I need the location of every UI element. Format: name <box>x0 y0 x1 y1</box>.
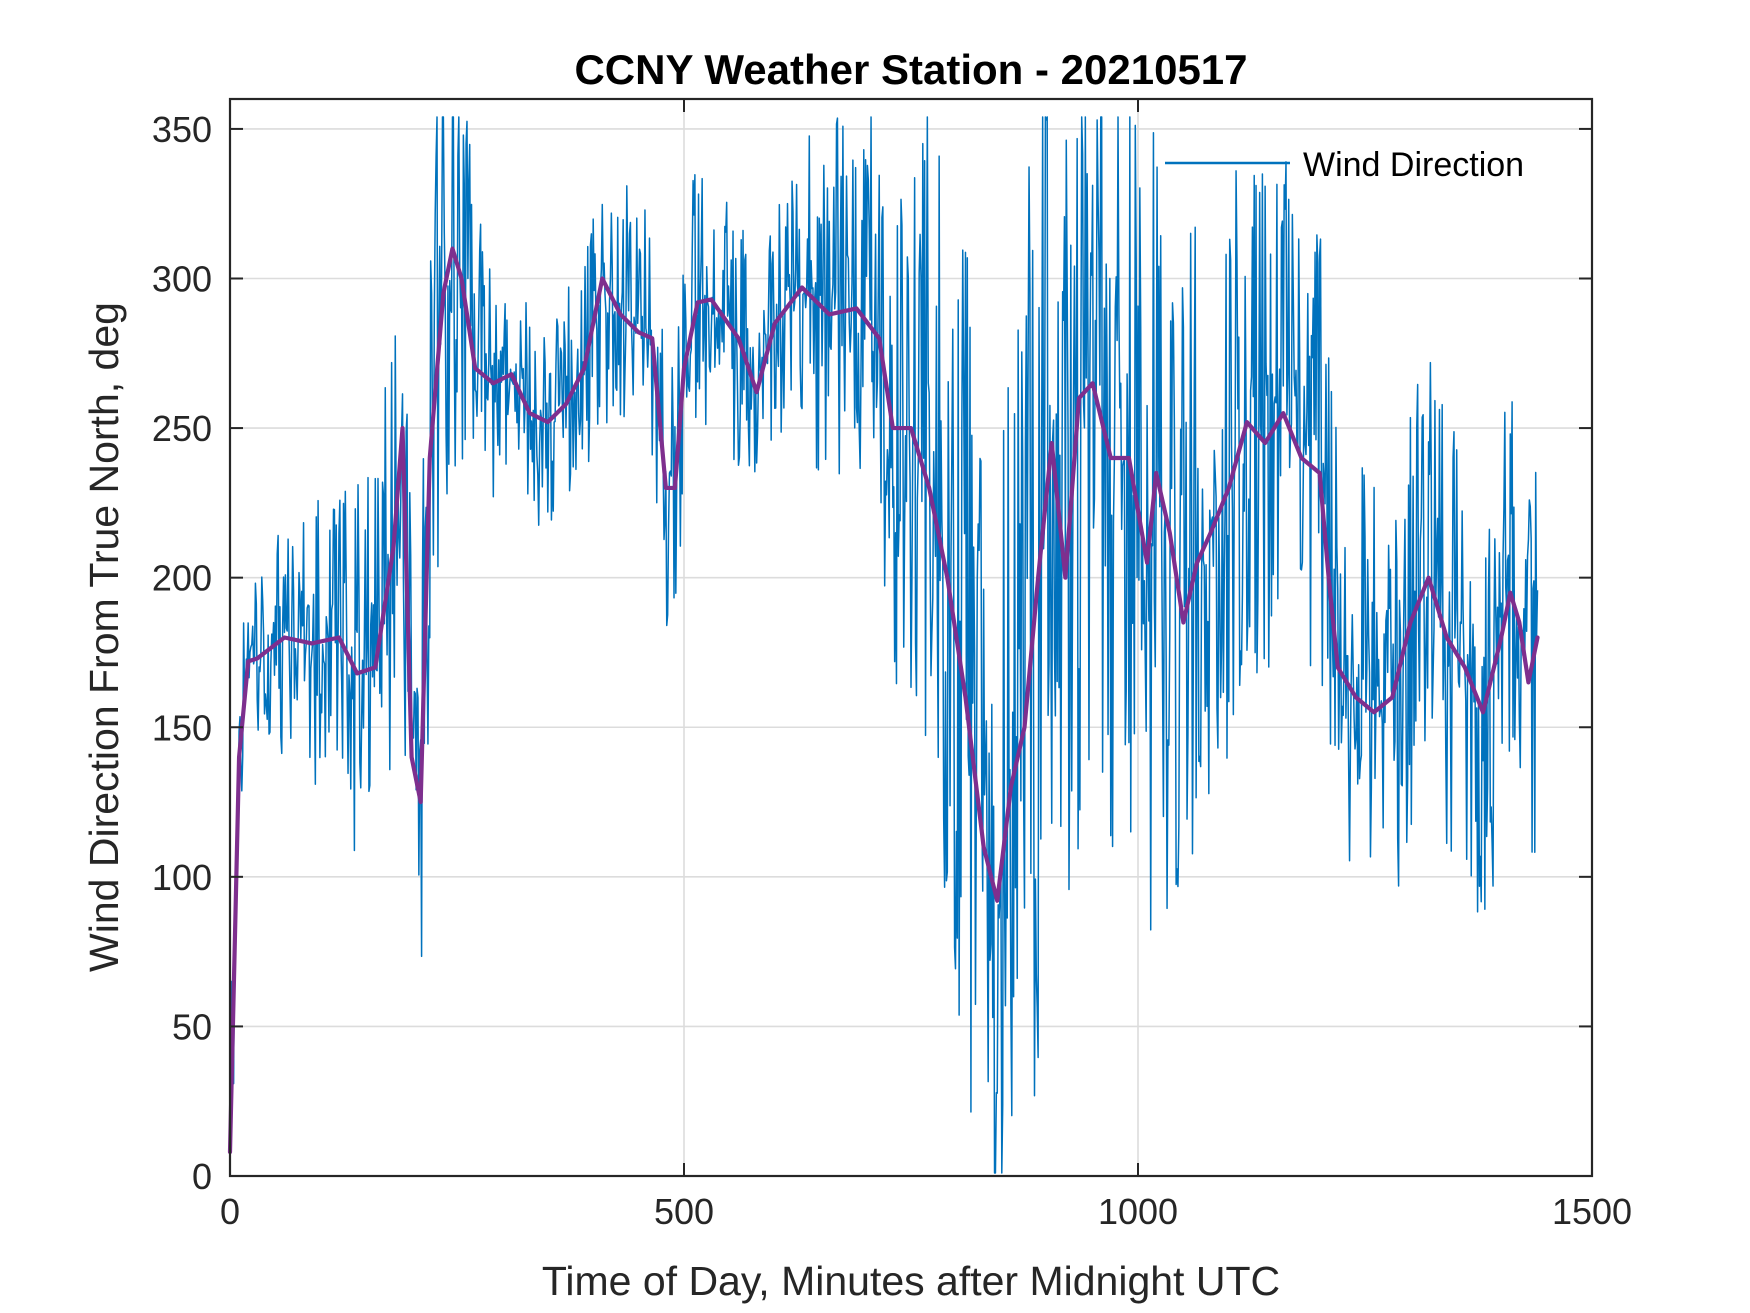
x-tick-label: 0 <box>220 1191 240 1232</box>
y-tick-label: 200 <box>152 558 212 599</box>
x-tick-labels: 0 500 1000 1500 <box>220 1191 1632 1232</box>
plot-box <box>228 97 1594 1178</box>
y-tick-label: 100 <box>152 857 212 898</box>
y-tick-label: 150 <box>152 707 212 748</box>
smoothed-wind-direction-series <box>227 246 1540 1155</box>
x-axis-label: Time of Day, Minutes after Midnight UTC <box>542 1258 1280 1304</box>
y-tick-label: 0 <box>192 1156 212 1197</box>
y-tick-label: 50 <box>172 1006 212 1047</box>
x-tick-label: 1500 <box>1552 1191 1632 1232</box>
x-tick-label: 500 <box>654 1191 714 1232</box>
chart-title: CCNY Weather Station - 20210517 <box>574 46 1247 93</box>
wind-direction-line <box>229 116 1539 1174</box>
y-tick-label: 250 <box>152 408 212 449</box>
legend: Wind Direction <box>1165 146 1524 184</box>
y-tick-label: 350 <box>152 109 212 150</box>
y-axis-label: Wind Direction From True North, deg <box>81 302 127 972</box>
legend-label-wind-direction: Wind Direction <box>1303 146 1524 184</box>
x-tick-label: 1000 <box>1098 1191 1178 1232</box>
smoothed-wind-direction-line <box>227 246 1540 1155</box>
y-tick-label: 300 <box>152 259 212 300</box>
y-tick-labels: 0 50 100 150 200 250 300 350 <box>152 109 212 1197</box>
wind-direction-series <box>229 116 1539 1174</box>
